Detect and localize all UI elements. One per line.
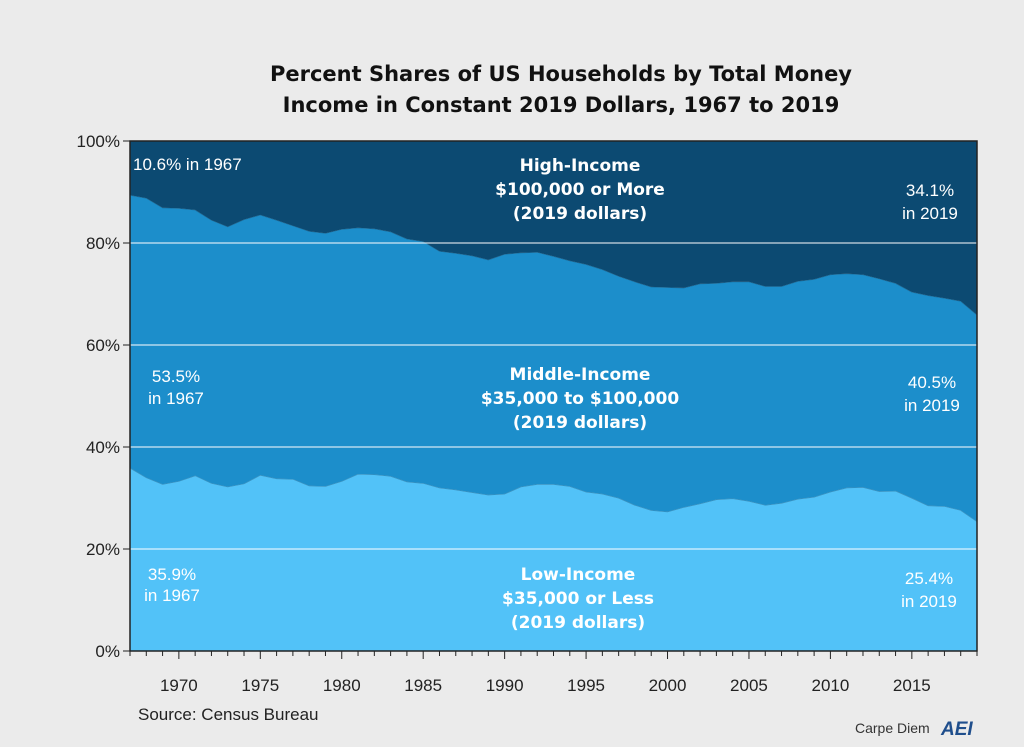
y-tick-label: 60% xyxy=(86,336,120,355)
mid-end-label-1: 40.5% xyxy=(908,373,956,392)
middle-band-label-2: $35,000 to $100,000 xyxy=(481,389,680,409)
low-band-label-1: Low-Income xyxy=(521,565,636,585)
x-tick-label: 2005 xyxy=(730,676,768,695)
high-start-label: 10.6% in 1967 xyxy=(133,155,242,174)
y-tick-label: 0% xyxy=(95,642,120,661)
grid-lines xyxy=(130,242,977,550)
low-income-area xyxy=(130,467,977,651)
y-tick-label: 100% xyxy=(77,132,120,151)
low-band-label-2: $35,000 or Less xyxy=(502,589,654,609)
middle-income-area xyxy=(130,195,977,522)
x-tick-label: 1985 xyxy=(404,676,442,695)
plot-areas xyxy=(129,141,978,651)
chart-title-line-1: Percent Shares of US Households by Total… xyxy=(270,62,852,86)
low-start-label-2: in 1967 xyxy=(144,586,200,605)
x-tick-label: 1990 xyxy=(486,676,524,695)
high-band-label-1: High-Income xyxy=(520,156,641,176)
x-tick-label: 1975 xyxy=(241,676,279,695)
high-end-label-2: in 2019 xyxy=(902,204,958,223)
y-tick-label: 20% xyxy=(86,540,120,559)
low-end-label-2: in 2019 xyxy=(901,592,957,611)
mid-start-label-1: 53.5% xyxy=(152,367,200,386)
middle-band-label-3: (2019 dollars) xyxy=(513,413,647,433)
x-tick-label: 1995 xyxy=(567,676,605,695)
source-note: Source: Census Bureau xyxy=(138,705,319,724)
high-end-label-1: 34.1% xyxy=(906,181,954,200)
x-tick-label: 2010 xyxy=(811,676,849,695)
high-income-area xyxy=(130,141,977,315)
x-tick-label: 2000 xyxy=(649,676,687,695)
low-band-label-3: (2019 dollars) xyxy=(511,613,645,633)
low-start-label-1: 35.9% xyxy=(148,565,196,584)
chart-title-line-2: Income in Constant 2019 Dollars, 1967 to… xyxy=(283,93,840,117)
brand-label: Carpe Diem xyxy=(855,720,930,736)
y-axis-ticks: 0% 20% 40% 60% 80% 100% xyxy=(77,132,130,661)
x-tick-label: 1970 xyxy=(160,676,198,695)
x-tick-label: 2015 xyxy=(893,676,931,695)
low-end-label-1: 25.4% xyxy=(905,569,953,588)
mid-start-label-2: in 1967 xyxy=(148,389,204,408)
mid-end-label-2: in 2019 xyxy=(904,396,960,415)
aei-logo: AEI xyxy=(940,719,973,740)
x-axis-ticks: 1970 1975 1980 1985 1990 1995 2000 2005 2010 2015 xyxy=(129,651,978,695)
middle-band-label-1: Middle-Income xyxy=(510,365,651,385)
high-band-label-2: $100,000 or More xyxy=(495,180,665,200)
y-tick-label: 80% xyxy=(86,234,120,253)
y-tick-label: 40% xyxy=(86,438,120,457)
x-tick-label: 1980 xyxy=(323,676,361,695)
high-band-label-3: (2019 dollars) xyxy=(513,204,647,224)
